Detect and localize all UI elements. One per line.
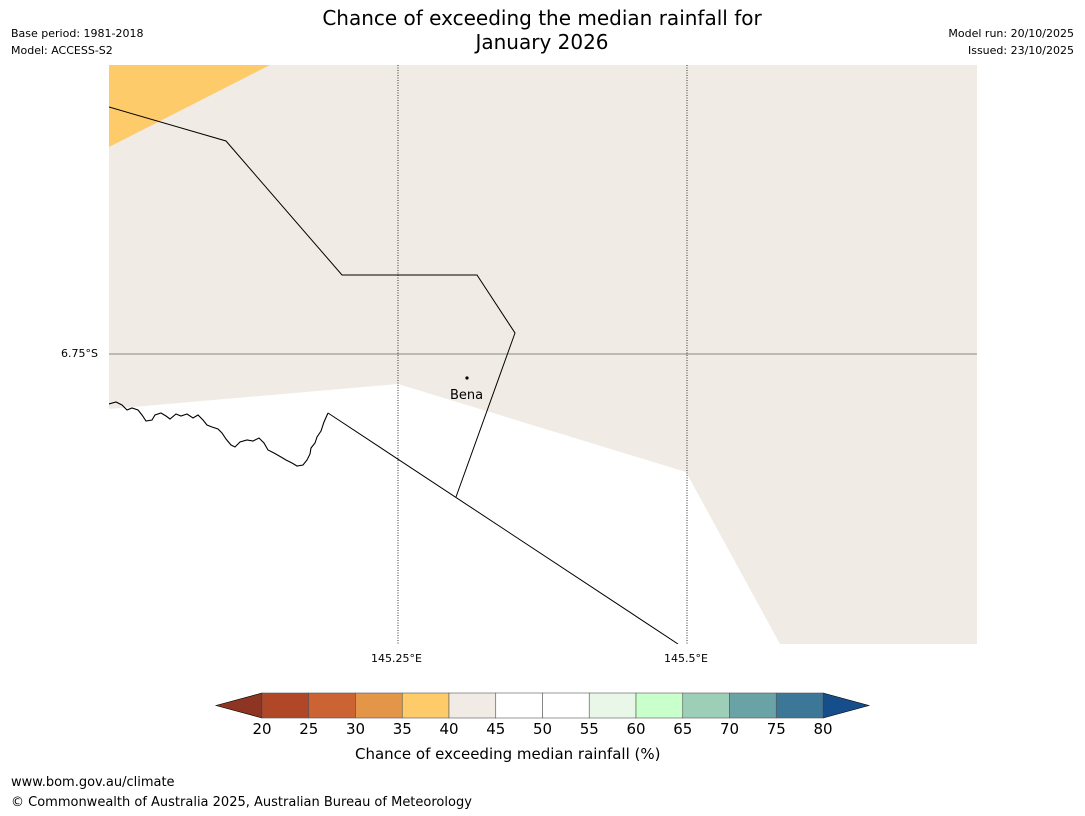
colorbar-segment <box>588 692 637 719</box>
colorbar-label: Chance of exceeding median rainfall (%) <box>355 745 661 763</box>
colorbar-segment <box>401 692 450 719</box>
model-label: Model: ACCESS-S2 <box>11 44 113 57</box>
latitude-label: 6.75°S <box>61 347 98 360</box>
colorbar-tick-label: 25 <box>299 720 319 738</box>
map-title-line2: January 2026 <box>475 30 609 54</box>
colorbar-under-arrow <box>214 692 263 719</box>
colorbar-tick-label: 70 <box>719 720 740 738</box>
colorbar-tick-label: 30 <box>345 720 366 738</box>
colorbar-segment <box>635 692 684 719</box>
colorbar-tick-label: 65 <box>673 720 693 738</box>
colorbar-tick-label: 45 <box>486 720 506 738</box>
colorbar-tick-label: 50 <box>532 720 553 738</box>
colorbar-tick-label: 80 <box>813 720 833 738</box>
colorbar-tick-label: 20 <box>252 720 272 738</box>
admin-boundary-lower <box>327 412 679 644</box>
colorbar-segment <box>495 692 543 719</box>
map-title-line1: Chance of exceeding the median rainfall … <box>322 6 762 30</box>
model-run-label: Model run: 20/10/2025 <box>948 27 1074 40</box>
issued-label: Issued: 23/10/2025 <box>967 44 1074 57</box>
colorbar-segment <box>355 692 403 719</box>
colorbar-tick-label: 60 <box>626 720 646 738</box>
colorbar-tick-label: 40 <box>439 720 459 738</box>
colorbar-segment <box>261 692 310 719</box>
footer-url[interactable]: www.bom.gov.au/climate <box>11 775 175 790</box>
colorbar-tick-label: 35 <box>392 720 412 738</box>
colorbar-segment <box>682 692 730 719</box>
map-title: Chance of exceeding the median rainfall … <box>242 6 842 54</box>
colorbar-tick-label: 75 <box>766 720 786 738</box>
admin-boundary-upper <box>109 106 516 498</box>
colorbar-segment <box>775 692 824 719</box>
place-label-bena: Bena <box>450 388 484 403</box>
colorbar-segment <box>308 692 356 719</box>
colorbar-tick-label: 55 <box>579 720 599 738</box>
colorbar-over-arrow <box>822 692 871 719</box>
below-median-region <box>109 384 780 644</box>
colorbar-segment <box>729 692 777 719</box>
bena-marker <box>465 376 469 380</box>
footer-copyright: © Commonwealth of Australia 2025, Austra… <box>11 795 472 810</box>
longitude-label-1: 145.25°E <box>371 652 422 665</box>
longitude-label-2: 145.5°E <box>664 652 708 665</box>
upper-tercile-region <box>109 65 270 147</box>
colorbar-segment <box>448 692 497 719</box>
coastline <box>109 401 329 467</box>
colorbar-segment <box>542 692 590 719</box>
base-period-label: Base period: 1981-2018 <box>11 27 144 40</box>
